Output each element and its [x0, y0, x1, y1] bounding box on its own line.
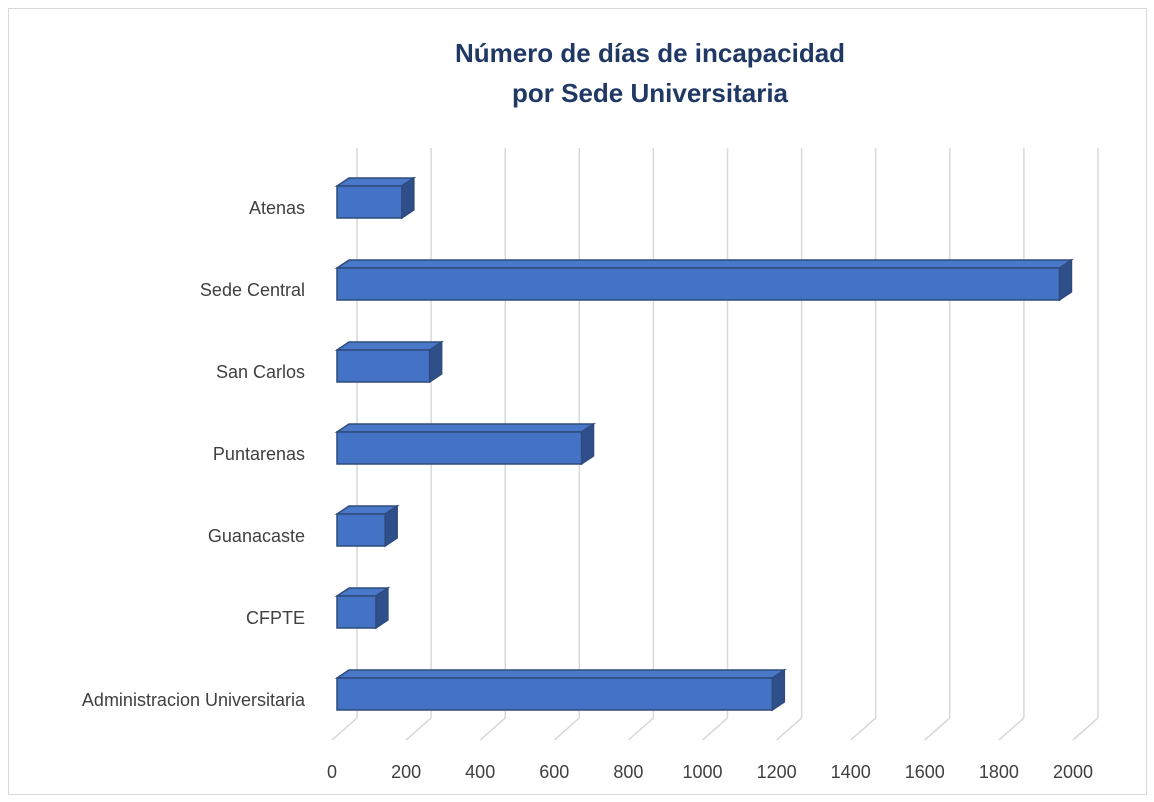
x-tick-label: 200 [391, 762, 421, 782]
bar-side [771, 668, 786, 712]
bar [336, 431, 583, 465]
floor-line [702, 717, 728, 741]
x-tick-label: 600 [539, 762, 569, 782]
bar [336, 513, 386, 547]
floor-line [998, 717, 1025, 741]
floor-line [1072, 717, 1099, 741]
x-tick-label: 2000 [1053, 762, 1093, 782]
bar [336, 677, 774, 711]
bar [336, 267, 1061, 301]
x-tick-label: 800 [613, 762, 643, 782]
bar-side [428, 340, 443, 384]
y-tick-label: CFPTE [246, 608, 305, 628]
bar-side [384, 504, 398, 548]
bar [336, 595, 377, 629]
bar-side [375, 586, 389, 630]
y-tick-label: Guanacaste [208, 526, 305, 546]
y-tick-label: Puntarenas [213, 444, 305, 464]
bar-top [334, 341, 445, 351]
bar-top [334, 669, 787, 679]
bar [336, 349, 431, 383]
floor-line [405, 717, 432, 741]
y-tick-label: Administracion Universitaria [82, 690, 306, 710]
bar-side [580, 422, 595, 466]
floor-line [850, 717, 877, 741]
floor-line [479, 717, 506, 741]
floor-line [331, 717, 358, 741]
bar [336, 185, 403, 219]
x-tick-label: 0 [327, 762, 337, 782]
chart-border [8, 8, 1147, 795]
x-tick-label: 1600 [905, 762, 945, 782]
floor-line [627, 717, 654, 741]
floor-line [924, 717, 951, 741]
floor-line [553, 717, 580, 741]
x-tick-label: 1400 [831, 762, 871, 782]
y-tick-label: San Carlos [216, 362, 305, 382]
x-tick-label: 1800 [979, 762, 1019, 782]
bar-top [334, 423, 597, 433]
bar-side [401, 176, 415, 220]
x-tick-label: 1000 [682, 762, 722, 782]
bar-side [1058, 258, 1073, 302]
y-tick-label: Sede Central [200, 280, 305, 300]
floor-line [776, 717, 803, 741]
chart-title: por Sede Universitaria [512, 78, 789, 108]
y-tick-label: Atenas [249, 198, 305, 218]
x-tick-label: 1200 [757, 762, 797, 782]
chart-title: Número de días de incapacidad [455, 38, 845, 68]
x-tick-label: 400 [465, 762, 495, 782]
bar-top [334, 259, 1074, 269]
